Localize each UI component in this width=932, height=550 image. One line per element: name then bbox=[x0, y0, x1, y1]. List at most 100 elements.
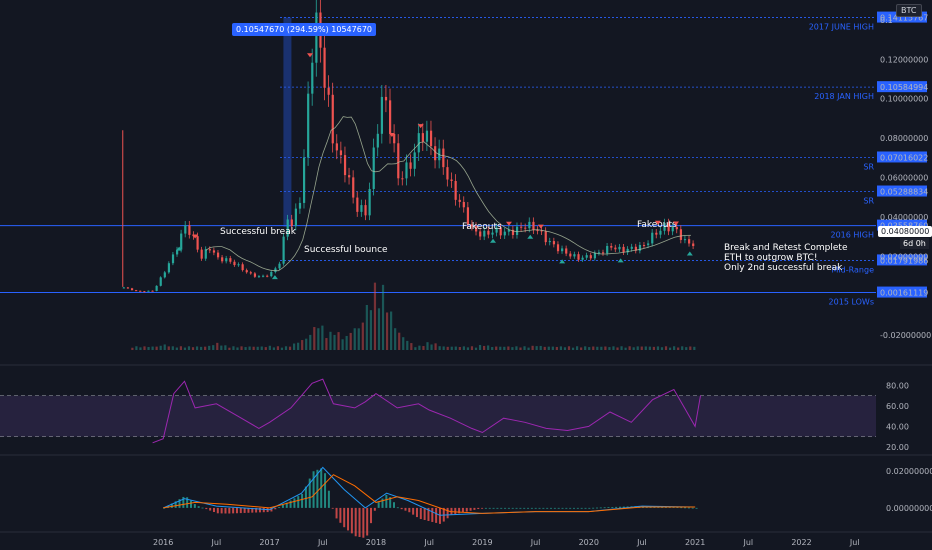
volume-bar bbox=[620, 346, 623, 350]
volume-bar bbox=[256, 346, 259, 350]
candle-body bbox=[581, 257, 584, 260]
volume-bar bbox=[689, 346, 692, 350]
macd-histogram-bar bbox=[312, 471, 315, 508]
volume-bar bbox=[228, 347, 231, 350]
macd-histogram-bar bbox=[239, 507, 242, 514]
macd-histogram-bar bbox=[316, 469, 319, 508]
volume-bar bbox=[438, 346, 441, 350]
macd-histogram-bar bbox=[527, 507, 530, 509]
volume-bar bbox=[187, 346, 191, 350]
candle-body bbox=[647, 243, 650, 246]
candle-body bbox=[540, 230, 543, 232]
macd-histogram-bar bbox=[354, 507, 357, 537]
candle-body bbox=[417, 133, 420, 153]
macd-histogram-bar bbox=[576, 507, 579, 509]
candle-body bbox=[630, 246, 633, 249]
macd-histogram-bar bbox=[350, 507, 353, 534]
volume-bar bbox=[398, 332, 401, 350]
rsi-line bbox=[152, 378, 701, 444]
candle-body bbox=[315, 12, 318, 63]
candle-body bbox=[343, 155, 347, 176]
level-price-badge bbox=[877, 11, 927, 23]
candle-body bbox=[262, 275, 265, 277]
volume-bar bbox=[224, 345, 227, 350]
candle-body bbox=[253, 273, 257, 277]
candle-body bbox=[446, 167, 449, 180]
volume-bar bbox=[588, 347, 591, 350]
time-tick-label: 2016 bbox=[153, 538, 173, 547]
macd-signal-line bbox=[163, 474, 696, 514]
macd-histogram-bar bbox=[163, 507, 166, 509]
buy-marker bbox=[559, 259, 566, 264]
macd-histogram-bar bbox=[400, 507, 403, 510]
axes: 0.1 0.12000000 0.10000000 0.08000000 0.06000… bbox=[153, 16, 932, 547]
level-name: Mid-Range bbox=[832, 265, 875, 274]
volume-bar bbox=[652, 346, 655, 350]
volume-bar bbox=[244, 347, 247, 350]
volume-bar bbox=[252, 346, 255, 350]
macd-histogram-bar bbox=[419, 507, 422, 520]
volume-bar bbox=[478, 344, 482, 350]
volume-bar bbox=[555, 346, 558, 350]
candle-body bbox=[679, 229, 683, 240]
macd-histogram-bar bbox=[258, 507, 261, 513]
volume-bar bbox=[547, 346, 550, 350]
candle-body bbox=[593, 253, 597, 259]
volume-bar bbox=[143, 346, 146, 350]
candle-body bbox=[233, 261, 236, 266]
volume-bar bbox=[466, 347, 470, 350]
macd-histogram-bar bbox=[366, 507, 369, 536]
candle-body bbox=[536, 230, 539, 232]
candle-body bbox=[479, 231, 482, 237]
volume-bar bbox=[491, 347, 494, 350]
candle-body bbox=[180, 233, 183, 250]
volume-bar bbox=[260, 346, 263, 350]
candle-body bbox=[282, 236, 285, 264]
candle-body bbox=[655, 232, 658, 235]
volume-bar bbox=[474, 347, 478, 350]
annotation-fakeouts: Fakeouts bbox=[462, 222, 502, 232]
volume-bar bbox=[656, 346, 660, 350]
candle-body bbox=[561, 248, 564, 252]
level-price-badge bbox=[877, 286, 927, 298]
macd-histogram-bar bbox=[293, 498, 296, 508]
candle-body bbox=[601, 252, 605, 254]
level-price-label: 0.10584994 bbox=[880, 83, 928, 92]
volume-bar bbox=[660, 347, 664, 350]
macd-histogram-bar bbox=[170, 503, 173, 508]
time-tick-label: 2021 bbox=[685, 538, 705, 547]
macd-histogram-bar bbox=[504, 507, 507, 509]
macd-histogram-bar bbox=[588, 507, 591, 509]
macd-histogram-bar bbox=[232, 507, 235, 514]
volume-bar bbox=[543, 346, 546, 350]
candle-body bbox=[475, 226, 478, 232]
volume-bar bbox=[195, 346, 199, 350]
volume-bar bbox=[470, 346, 474, 350]
candle-body bbox=[384, 96, 388, 101]
volume-bar bbox=[499, 346, 502, 350]
candle-body bbox=[401, 178, 404, 180]
candle-body bbox=[524, 227, 527, 229]
macd-histogram-bar bbox=[251, 507, 254, 513]
candle-body bbox=[589, 255, 592, 259]
volume-bar bbox=[446, 346, 449, 350]
macd-histogram-bar bbox=[561, 507, 564, 509]
macd-histogram-bar bbox=[500, 507, 503, 509]
candle-body bbox=[618, 246, 621, 250]
candle-body bbox=[507, 229, 510, 232]
candle-body bbox=[380, 96, 384, 134]
macd-histogram-bar bbox=[389, 497, 392, 508]
candle-body bbox=[663, 223, 666, 231]
macd-histogram-bar bbox=[423, 507, 426, 520]
symbol-badge[interactable]: BTC bbox=[896, 4, 922, 17]
candle-body bbox=[544, 231, 547, 243]
macd-panel bbox=[163, 466, 698, 538]
macd-histogram-bar bbox=[297, 496, 300, 508]
sell-marker bbox=[537, 224, 544, 229]
volume-bar bbox=[268, 345, 271, 350]
macd-histogram-bar bbox=[243, 507, 246, 513]
candle-body bbox=[470, 224, 474, 227]
volume-bar bbox=[418, 345, 421, 350]
macd-histogram-bar bbox=[385, 494, 388, 508]
candle-body bbox=[372, 147, 375, 190]
